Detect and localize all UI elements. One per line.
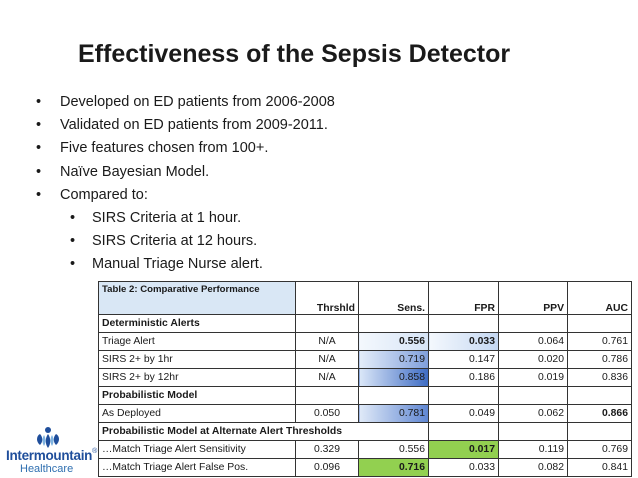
section-label: Probabilistic Model	[98, 386, 296, 405]
bullet-text: Naïve Bayesian Model.	[60, 163, 210, 180]
table-header-row: Table 2: Comparative Performance Thrshld…	[98, 281, 632, 315]
slide-title: Effectiveness of the Sepsis Detector	[78, 40, 511, 68]
ppv-cell: 0.119	[498, 440, 568, 459]
sub-bullet-item: • Manual Triage Nurse alert.	[36, 253, 335, 276]
sens-cell: 0.719	[358, 350, 429, 369]
section-label: Probabilistic Model at Alternate Alert T…	[98, 422, 429, 441]
bullet-item: • Five features chosen from 100+.	[36, 137, 335, 160]
thrshld-cell: N/A	[295, 368, 359, 387]
bullet-text: Validated on ED patients from 2009-2011.	[60, 117, 328, 134]
table-row: SIRS 2+ by 12hr N/A 0.858 0.186 0.019 0.…	[98, 368, 632, 387]
section-row: Probabilistic Model	[98, 386, 632, 405]
sub-bullet-item: • SIRS Criteria at 1 hour.	[36, 207, 335, 230]
sens-cell: 0.556	[358, 332, 429, 351]
logo-registered: ®	[92, 448, 97, 455]
bullet-list: • Developed on ED patients from 2006-2008…	[36, 91, 335, 277]
column-header: Thrshld	[295, 281, 359, 315]
sens-cell: 0.716	[358, 458, 429, 477]
column-header: AUC	[567, 281, 632, 315]
table-caption: Table 2: Comparative Performance	[98, 281, 296, 315]
bullet-glyph: •	[70, 233, 76, 250]
ppv-cell: 0.064	[498, 332, 568, 351]
auc-cell: 0.841	[567, 458, 632, 477]
fpr-cell: 0.017	[428, 440, 499, 459]
bullet-glyph: •	[36, 163, 42, 180]
row-label: SIRS 2+ by 1hr	[98, 350, 296, 369]
bullet-glyph: •	[36, 117, 42, 134]
sens-cell: 0.858	[358, 368, 429, 387]
table-row: …Match Triage Alert Sensitivity 0.329 0.…	[98, 440, 632, 459]
thrshld-cell: 0.050	[295, 404, 359, 423]
fpr-cell: 0.186	[428, 368, 499, 387]
bullet-glyph: •	[36, 140, 42, 157]
ppv-cell: 0.020	[498, 350, 568, 369]
ppv-cell: 0.082	[498, 458, 568, 477]
table-row: …Match Triage Alert False Pos. 0.096 0.7…	[98, 458, 632, 477]
bullet-text: Developed on ED patients from 2006-2008	[60, 94, 335, 110]
column-header: FPR	[428, 281, 499, 315]
row-label: …Match Triage Alert False Pos.	[98, 458, 296, 477]
bullet-item: • Developed on ED patients from 2006-2008	[36, 91, 335, 114]
bullet-text: Five features chosen from 100+.	[60, 140, 269, 157]
auc-cell: 0.769	[567, 440, 632, 459]
sens-cell: 0.556	[358, 440, 429, 459]
ppv-cell: 0.019	[498, 368, 568, 387]
intermountain-logo-icon	[37, 427, 59, 448]
thrshld-cell: 0.096	[295, 458, 359, 477]
sub-bullet-item: • SIRS Criteria at 12 hours.	[36, 230, 335, 253]
auc-cell: 0.786	[567, 350, 632, 369]
fpr-cell: 0.049	[428, 404, 499, 423]
table-row: Triage Alert N/A 0.556 0.033 0.064 0.761	[98, 332, 632, 351]
bullet-glyph: •	[70, 210, 76, 227]
section-label: Deterministic Alerts	[98, 314, 296, 333]
row-label: SIRS 2+ by 12hr	[98, 368, 296, 387]
row-label: …Match Triage Alert Sensitivity	[98, 440, 296, 459]
thrshld-cell: N/A	[295, 350, 359, 369]
column-header: PPV	[498, 281, 568, 315]
thrshld-cell: 0.329	[295, 440, 359, 459]
section-row: Deterministic Alerts	[98, 314, 632, 333]
bullet-glyph: •	[70, 256, 76, 273]
table-row: SIRS 2+ by 1hr N/A 0.719 0.147 0.020 0.7…	[98, 350, 632, 369]
sens-cell: 0.781	[358, 404, 429, 423]
bullet-text: Compared to:	[60, 186, 148, 203]
bullet-item: • Compared to:	[36, 184, 335, 207]
section-row: Probabilistic Model at Alternate Alert T…	[98, 422, 632, 441]
sub-bullet-text: SIRS Criteria at 1 hour.	[92, 210, 242, 227]
ppv-cell: 0.062	[498, 404, 568, 423]
sub-bullet-text: Manual Triage Nurse alert.	[92, 256, 263, 273]
thrshld-cell: N/A	[295, 332, 359, 351]
bullet-glyph: •	[36, 94, 42, 110]
auc-cell: 0.761	[567, 332, 632, 351]
auc-cell: 0.836	[567, 368, 632, 387]
sub-bullet-text: SIRS Criteria at 12 hours.	[92, 233, 258, 250]
fpr-cell: 0.147	[428, 350, 499, 369]
logo-line1: Intermountain	[6, 448, 93, 463]
fpr-cell: 0.033	[428, 458, 499, 477]
logo-wordmark: Intermountain®	[6, 448, 97, 463]
fpr-cell: 0.033	[428, 332, 499, 351]
comparative-performance-table: Table 2: Comparative Performance Thrshld…	[98, 281, 632, 477]
column-header: Sens.	[358, 281, 429, 315]
bullet-item: • Validated on ED patients from 2009-2011…	[36, 114, 335, 137]
row-label: Triage Alert	[98, 332, 296, 351]
row-label: As Deployed	[98, 404, 296, 423]
logo-subtitle: Healthcare	[20, 463, 74, 475]
bullet-glyph: •	[36, 186, 42, 203]
bullet-item: • Naïve Bayesian Model.	[36, 161, 335, 184]
table-row: As Deployed 0.050 0.781 0.049 0.062 0.86…	[98, 404, 632, 423]
auc-cell: 0.866	[567, 404, 632, 423]
